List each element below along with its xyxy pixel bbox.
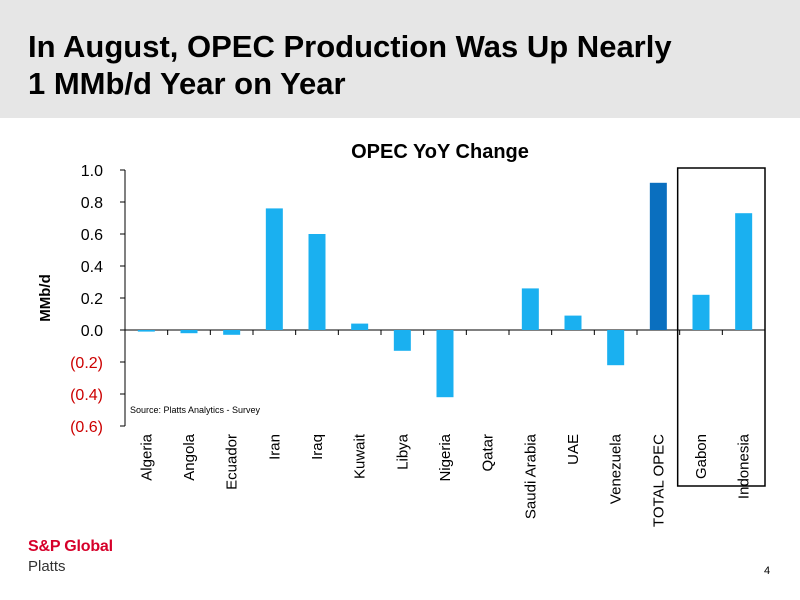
x-tick-label: Gabon [693,434,710,479]
y-tick-label: (0.4) [70,387,103,404]
sp-global-platts-logo: S&P Global Platts [28,538,113,575]
opec-yoy-chart: OPEC YoY Change MMb/d 1.0 0.8 0.6 0.4 0.2 0.0 (0… [37,141,766,527]
x-tick-label: Venezuela [608,433,625,504]
y-axis-label: MMb/d [37,274,54,321]
chart-title: OPEC YoY Change [351,141,529,163]
slide-title: In August, OPEC Production Was Up Nearly… [28,28,768,102]
x-tick-label: Algeria [138,433,155,480]
y-tick-label: 0.8 [81,195,103,212]
slide-title-line-1: In August, OPEC Production Was Up Nearly [28,29,672,64]
bar [393,330,411,351]
x-tick-label: TOTAL OPEC [650,434,667,527]
bar [223,330,241,335]
x-tick-label: UAE [565,434,582,465]
bar [351,323,369,330]
bar [735,213,753,330]
bar [521,288,539,330]
highlight-box [676,167,766,487]
y-tick-label: 0.0 [81,323,103,340]
title-band [0,0,800,118]
x-tick-label: Nigeria [437,433,454,481]
x-tick-label: Ecuador [224,434,241,490]
x-tick-label: Iraq [309,434,326,460]
bar [180,330,198,334]
y-tick-label: 0.2 [81,291,103,308]
logo-line-2: Platts [28,558,66,575]
page-number: 4 [764,565,771,577]
x-tick-label: Qatar [480,434,497,472]
y-tick-label: 1.0 [81,163,103,180]
x-tick-label: Kuwait [352,433,369,479]
bar [692,294,710,330]
y-tick-label: 0.6 [81,227,103,244]
bar [137,330,155,332]
x-tick-label: Saudi Arabia [522,433,539,519]
y-tick-label: 0.4 [81,259,103,276]
bar [265,208,283,330]
x-tick-label: Indonesia [736,433,753,499]
slide-title-line-2: 1 MMb/d Year on Year [28,66,346,101]
x-tick-label: Angola [181,433,198,480]
bar [564,315,582,330]
y-tick-label: (0.6) [70,419,103,436]
x-tick-label: Libya [394,433,411,470]
y-tick-label: (0.2) [70,355,103,372]
logo-line-1: S&P Global [28,538,113,555]
bar [436,330,454,398]
bar [607,330,625,366]
source-annotation: Source: Platts Analytics - Survey [130,405,261,415]
bar [649,182,667,330]
x-tick-label: Iran [266,434,283,460]
bar [308,234,326,330]
